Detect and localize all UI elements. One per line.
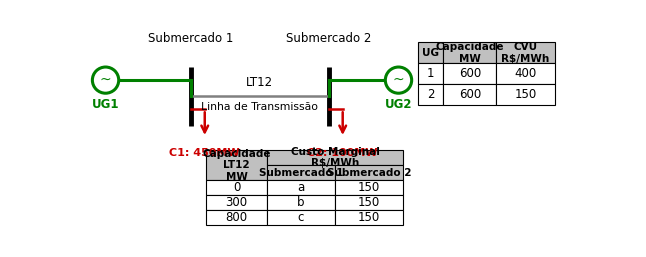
Text: Capacidade
MW: Capacidade MW	[435, 42, 504, 63]
FancyBboxPatch shape	[267, 195, 335, 210]
FancyBboxPatch shape	[335, 210, 403, 225]
Text: 0: 0	[233, 181, 240, 194]
Text: ~: ~	[393, 73, 404, 87]
Text: a: a	[297, 181, 304, 194]
Text: Linha de Transmissão: Linha de Transmissão	[202, 102, 318, 112]
Text: UG1: UG1	[92, 98, 120, 111]
FancyBboxPatch shape	[267, 150, 403, 165]
Text: 1: 1	[427, 67, 434, 80]
FancyBboxPatch shape	[335, 165, 403, 180]
Circle shape	[92, 67, 119, 93]
Text: 300: 300	[225, 196, 247, 209]
FancyBboxPatch shape	[335, 180, 403, 195]
FancyBboxPatch shape	[206, 150, 267, 180]
Text: C1: 450MW: C1: 450MW	[169, 148, 240, 158]
FancyBboxPatch shape	[267, 210, 335, 225]
Text: 2: 2	[427, 88, 434, 101]
Text: UG2: UG2	[385, 98, 412, 111]
Text: Submercado 1: Submercado 1	[148, 32, 233, 45]
Text: Submercado 2: Submercado 2	[286, 32, 371, 45]
Text: Capacidade
LT12
MW: Capacidade LT12 MW	[202, 149, 271, 182]
Text: CVU
R$/MWh: CVU R$/MWh	[501, 42, 550, 63]
Text: LT12: LT12	[246, 76, 273, 89]
FancyBboxPatch shape	[443, 63, 496, 84]
Text: Custo Marginal
R$/MWh: Custo Marginal R$/MWh	[291, 147, 379, 169]
Text: 150: 150	[358, 196, 380, 209]
Text: Submercado 1: Submercado 1	[258, 168, 343, 178]
Text: UG: UG	[422, 48, 439, 58]
Text: Submercado 2: Submercado 2	[327, 168, 412, 178]
FancyBboxPatch shape	[206, 180, 267, 195]
FancyBboxPatch shape	[267, 165, 335, 180]
Text: 800: 800	[225, 211, 247, 224]
FancyBboxPatch shape	[443, 84, 496, 105]
FancyBboxPatch shape	[418, 84, 443, 105]
FancyBboxPatch shape	[496, 63, 555, 84]
Text: 600: 600	[459, 67, 481, 80]
FancyBboxPatch shape	[267, 180, 335, 195]
FancyBboxPatch shape	[496, 84, 555, 105]
Text: C2: 100MW: C2: 100MW	[307, 148, 378, 158]
Text: 600: 600	[459, 88, 481, 101]
Text: c: c	[298, 211, 304, 224]
FancyBboxPatch shape	[206, 195, 267, 210]
Text: b: b	[297, 196, 305, 209]
Text: 150: 150	[358, 181, 380, 194]
FancyBboxPatch shape	[443, 42, 496, 63]
FancyBboxPatch shape	[206, 210, 267, 225]
Text: 150: 150	[358, 211, 380, 224]
Text: 150: 150	[514, 88, 537, 101]
FancyBboxPatch shape	[418, 63, 443, 84]
Circle shape	[385, 67, 412, 93]
Text: ~: ~	[99, 73, 111, 87]
Text: 400: 400	[514, 67, 537, 80]
FancyBboxPatch shape	[335, 195, 403, 210]
FancyBboxPatch shape	[496, 42, 555, 63]
FancyBboxPatch shape	[418, 42, 443, 63]
